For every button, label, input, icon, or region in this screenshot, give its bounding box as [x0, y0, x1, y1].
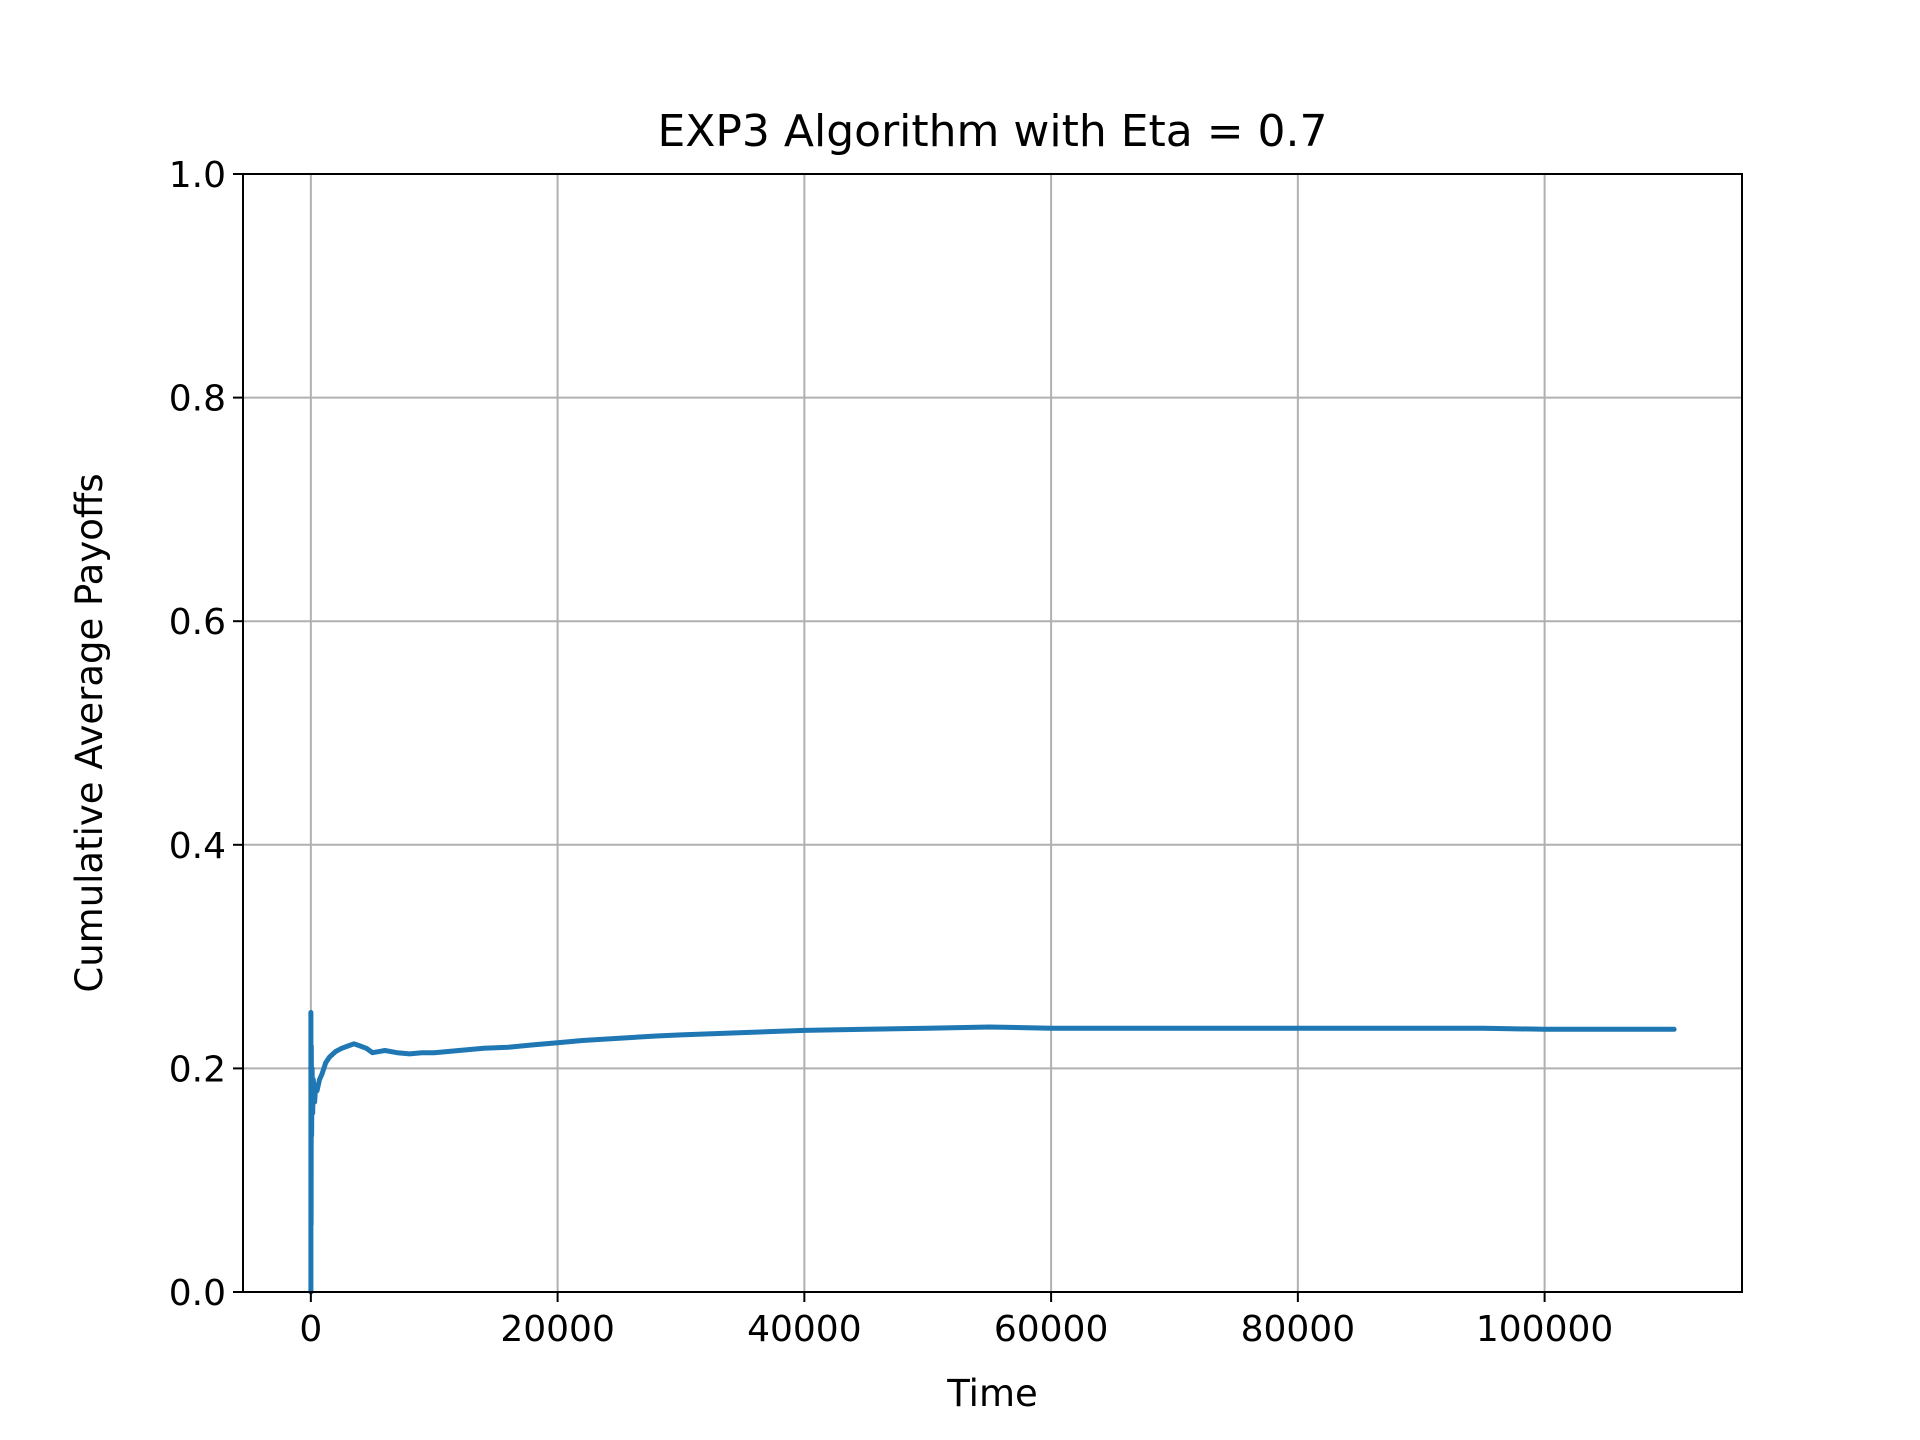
chart-title: EXP3 Algorithm with Eta = 0.7: [657, 106, 1327, 157]
grid-lines: [243, 173, 1742, 1293]
y-axis-title: Cumulative Average Payoffs: [68, 473, 111, 992]
axis-ticks: 0 20000 40000 60000 80000 100000 0.0 0.2 0.4 0.6 0…: [169, 155, 1614, 1350]
x-tick-label: 0: [299, 1309, 322, 1350]
plot-frame: [242, 173, 1743, 1293]
y-tick-label: 0.0: [169, 1273, 226, 1314]
series-line: [308, 1010, 1677, 1295]
x-tick-label: 80000: [1241, 1309, 1356, 1350]
x-tick-label: 100000: [1476, 1309, 1613, 1350]
y-tick-label: 0.4: [169, 826, 226, 867]
x-axis-title: Time: [946, 1372, 1038, 1415]
y-tick-label: 0.6: [169, 602, 226, 643]
y-tick-label: 0.8: [169, 379, 226, 420]
y-tick-label: 1.0: [169, 155, 226, 196]
y-tick-label: 0.2: [169, 1049, 226, 1090]
x-tick-label: 60000: [994, 1309, 1109, 1350]
series-layer: [308, 1010, 1677, 1295]
x-tick-label: 20000: [500, 1309, 615, 1350]
x-tick-label: 40000: [747, 1309, 862, 1350]
